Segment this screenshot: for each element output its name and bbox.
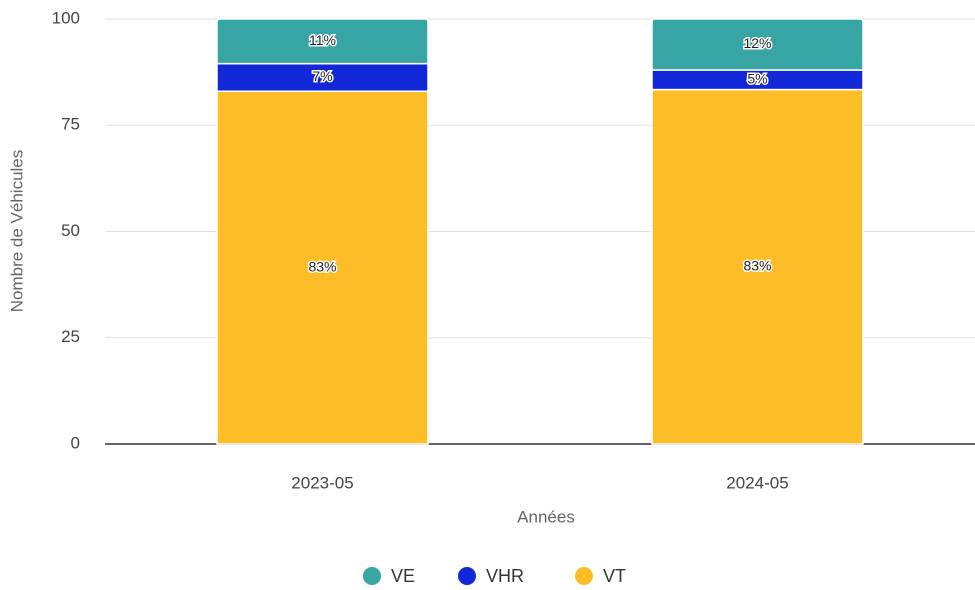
- bar-segment: [216, 90, 429, 445]
- bar-segment: [216, 18, 429, 65]
- legend-marker: [458, 567, 476, 585]
- bar-segment: [216, 62, 429, 92]
- legend-marker: [575, 567, 593, 585]
- bar-label: 83%: [308, 258, 336, 274]
- legend-marker: [363, 567, 381, 585]
- y-tick-label: 50: [61, 221, 80, 240]
- y-tick-label: 25: [61, 327, 80, 346]
- bar-label: 7%: [312, 68, 332, 84]
- y-tick-label: 75: [61, 115, 80, 134]
- y-axis-title: Nombre de Véhicules: [7, 150, 26, 313]
- bar-label: 12%: [743, 35, 771, 51]
- x-axis-title: Années: [517, 507, 575, 526]
- bar-label: 11%: [309, 32, 336, 48]
- y-tick-label: 100: [52, 8, 80, 27]
- legend-label: VHR: [486, 566, 524, 586]
- x-tick-label: 2024-05: [726, 473, 788, 492]
- legend-label: VE: [391, 566, 415, 586]
- bar-label: 83%: [743, 257, 771, 273]
- y-tick-label: 0: [71, 433, 80, 452]
- legend-label: VT: [603, 566, 626, 586]
- bar-segment: [651, 18, 864, 71]
- bar-label: 5%: [747, 70, 767, 86]
- x-tick-label: 2023-05: [291, 473, 353, 492]
- bar-segment: [651, 88, 864, 445]
